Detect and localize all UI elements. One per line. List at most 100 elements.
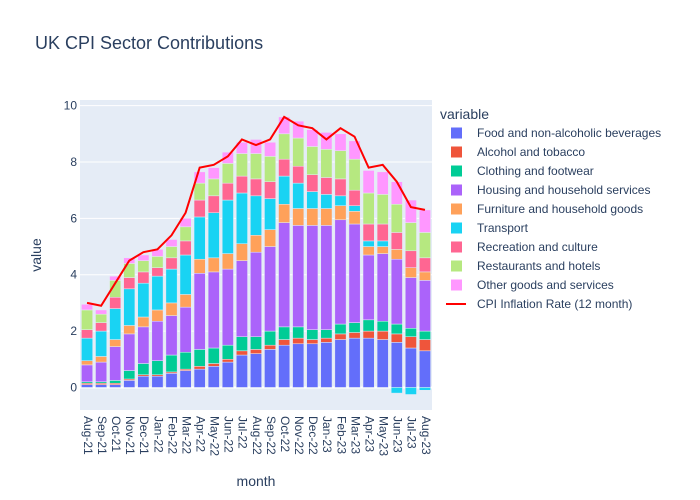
x-tick-label: Jul-22 xyxy=(236,416,250,449)
bar-segment xyxy=(334,219,347,325)
bar-segment xyxy=(151,256,164,268)
bar-segment xyxy=(320,329,333,339)
legend-label: Alcohol and tobacco xyxy=(477,145,585,159)
bar-segment xyxy=(179,226,192,242)
bar-segment xyxy=(236,354,248,388)
bar-segment xyxy=(81,304,93,311)
bar-segment xyxy=(306,191,319,209)
x-tick-label: Mar-22 xyxy=(179,416,193,454)
legend-label: Housing and household services xyxy=(477,183,650,197)
cpi-line xyxy=(86,115,426,307)
bar-segment xyxy=(179,306,192,353)
bar-segment xyxy=(348,322,361,333)
bar-segment xyxy=(376,240,389,247)
bar-segment xyxy=(390,323,403,335)
legend-label: Food and non-alcoholic beverages xyxy=(477,126,661,140)
bar-segment xyxy=(278,175,291,205)
bar-segment xyxy=(320,149,333,178)
bar-segment xyxy=(264,344,276,350)
legend-label: Furniture and household goods xyxy=(477,202,643,216)
legend-item[interactable]: Furniture and household goods xyxy=(451,202,643,216)
bar-segment xyxy=(348,223,361,323)
bar-segment xyxy=(179,254,192,295)
bar-segment xyxy=(376,246,389,254)
bar-segment xyxy=(292,343,305,388)
legend-item[interactable]: Other goods and services xyxy=(451,278,614,292)
bar-segment xyxy=(320,225,333,330)
bar-segment xyxy=(419,339,431,352)
bar-segment xyxy=(236,336,248,352)
bar-segment xyxy=(362,246,375,256)
y-tick-label: 0 xyxy=(70,380,77,394)
bar-segment xyxy=(278,326,291,340)
legend-item[interactable]: Clothing and footwear xyxy=(451,164,594,178)
bar-segment xyxy=(165,354,178,373)
bar-segment xyxy=(306,343,319,388)
bar-segment xyxy=(264,181,276,199)
legend-item[interactable]: CPI Inflation Rate (12 month) xyxy=(446,297,632,311)
bar-segment xyxy=(137,316,150,328)
x-tick-label: Jan-22 xyxy=(151,416,165,453)
bar-segment xyxy=(264,142,276,157)
bar-segment xyxy=(419,330,431,340)
bar-segment xyxy=(137,363,150,376)
bar-segment xyxy=(95,384,108,388)
legend[interactable]: variable Food and non-alcoholic beverages… xyxy=(440,106,661,311)
bar-segment xyxy=(250,153,262,180)
x-tick-label: Sep-21 xyxy=(95,416,109,455)
bar-segment xyxy=(376,171,389,195)
legend-item[interactable]: Housing and household services xyxy=(451,183,650,197)
bar-segment xyxy=(207,347,220,364)
bar-segment xyxy=(264,156,276,182)
bar-segment xyxy=(207,212,220,259)
legend-item[interactable]: Alcohol and tobacco xyxy=(451,145,585,159)
legend-label: CPI Inflation Rate (12 month) xyxy=(477,297,632,311)
bar-segment xyxy=(320,177,333,195)
bar-segment xyxy=(292,120,305,139)
bar-segment xyxy=(165,315,178,356)
bar-segment xyxy=(207,363,220,367)
bar-segment xyxy=(334,150,347,180)
x-tick-label: Apr-22 xyxy=(194,416,208,452)
bar-segment xyxy=(404,387,417,395)
bar-segment xyxy=(348,332,361,339)
bar-segment xyxy=(390,181,403,205)
bar-segment xyxy=(278,158,291,177)
bar-segment xyxy=(179,240,192,256)
bar-segment xyxy=(109,275,122,281)
x-tick-label: Jun-22 xyxy=(222,416,236,453)
bar-segment xyxy=(236,142,248,154)
legend-swatch xyxy=(451,146,462,158)
bar-segment xyxy=(334,195,347,206)
bar-segment xyxy=(165,246,178,259)
bar-segment xyxy=(95,322,108,332)
x-tick-label: May-23 xyxy=(377,416,391,456)
bar-segment xyxy=(193,171,206,184)
legend-swatch xyxy=(451,241,462,253)
legend-item[interactable]: Restaurants and hotels xyxy=(451,259,600,273)
legend-item[interactable]: Recreation and culture xyxy=(451,240,598,254)
bar-segment xyxy=(123,370,136,380)
bar-segment xyxy=(306,339,319,345)
bar-segment xyxy=(334,178,347,197)
bar-segment xyxy=(404,250,417,268)
bar-segment xyxy=(109,308,122,340)
bar-layer xyxy=(81,116,431,395)
bar-segment xyxy=(207,257,220,273)
x-tick-label: May-22 xyxy=(208,416,222,456)
legend-item[interactable]: Food and non-alcoholic beverages xyxy=(451,126,661,140)
x-tick-label: Oct-22 xyxy=(278,416,292,452)
bar-segment xyxy=(334,133,347,151)
bar-segment xyxy=(348,205,361,212)
y-tick-label: 6 xyxy=(70,211,77,225)
bar-segment xyxy=(292,326,305,339)
bar-segment xyxy=(362,223,375,242)
legend-swatch xyxy=(451,127,462,139)
x-axis-title: month xyxy=(237,473,276,489)
legend-item[interactable]: Transport xyxy=(451,221,529,235)
bar-segment xyxy=(362,319,375,332)
bar-segment xyxy=(348,337,361,388)
bar-segment xyxy=(179,294,192,308)
bar-segment xyxy=(221,151,234,164)
